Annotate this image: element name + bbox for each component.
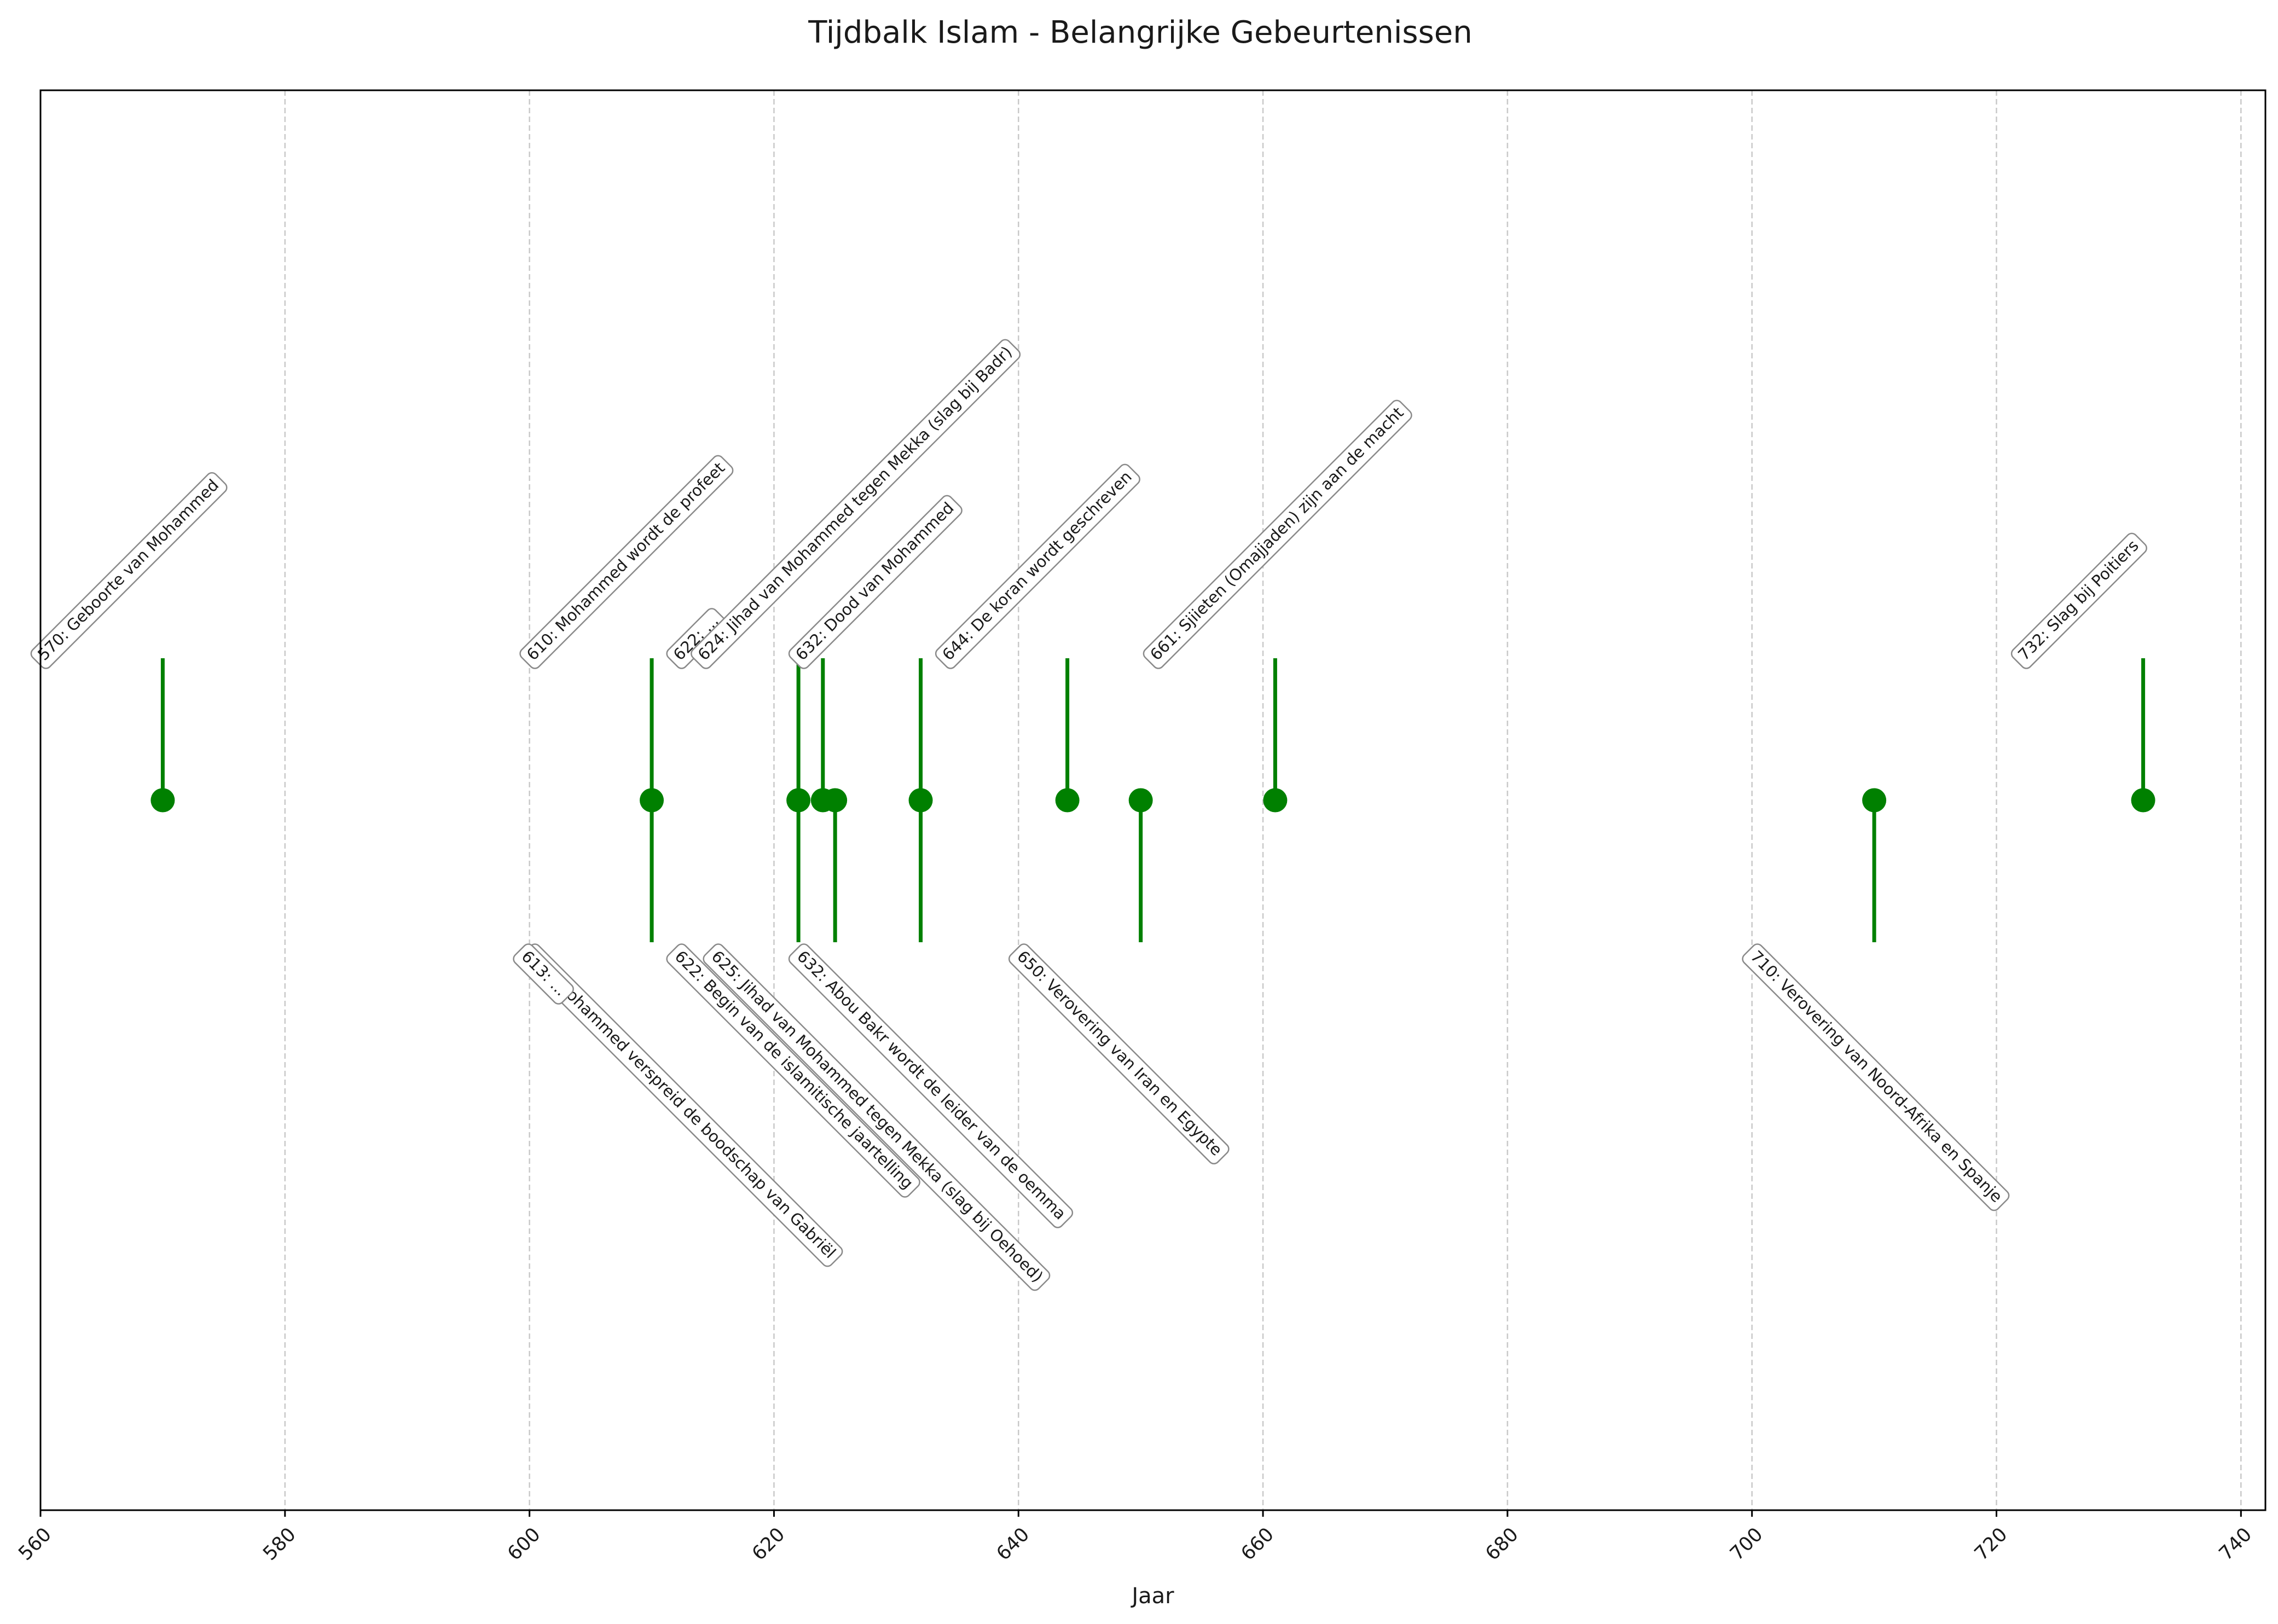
event-point (1263, 788, 1288, 813)
x-tick-label: 740 (2215, 1523, 2257, 1565)
event-label-box (1008, 943, 1230, 1164)
event-label-box (788, 495, 963, 669)
plot-frame (39, 89, 2267, 1511)
event-label-box (703, 943, 1051, 1291)
event-label: 570: Geboorte van Mohammed (30, 472, 228, 669)
event-label-text: 732: Slag bij Poitiers (2014, 536, 2142, 664)
event-label-text: 610: Mohammed verspreid de boodschap van… (524, 947, 839, 1262)
x-tick-label: 660 (1237, 1523, 1279, 1565)
event-label: 710: Verovering van Noord-Afrika en Span… (1742, 943, 2010, 1211)
event-stems (160, 658, 2146, 942)
x-tick-label: 580 (259, 1523, 300, 1565)
event-label-text: 570: Geboorte van Mohammed (34, 475, 222, 664)
event-label-box (513, 943, 574, 1005)
event-label-box (788, 943, 1074, 1228)
event-label: 644: De koran wordt geschreven (935, 463, 1140, 669)
event-point (908, 788, 933, 813)
event-label-box (666, 943, 920, 1198)
event-label: 622: Begin van de islamitische jaartelli… (666, 943, 920, 1198)
event-point (1128, 788, 1153, 813)
event-label: 732: Slag bij Poitiers (2010, 532, 2147, 669)
x-tick-label: 640 (993, 1523, 1034, 1565)
event-label-text: 622: Begin van de islamitische jaartelli… (671, 947, 917, 1193)
event-label: 632: Dood van Mohammed (788, 495, 963, 669)
event-label-text: 710: Verovering van Noord-Afrika en Span… (1747, 947, 2006, 1207)
event-label-box (935, 463, 1140, 669)
event-point (2131, 788, 2155, 813)
x-tick-label: 620 (748, 1523, 790, 1565)
event-label-text: 650: Verovering van Iran en Egypte (1013, 947, 1226, 1159)
event-label-box (2010, 532, 2147, 669)
chart-title: Tijdbalk Islam - Belangrijke Gebeurtenis… (808, 15, 1472, 50)
event-label-text: 632: Dood van Mohammed (792, 498, 958, 664)
grid-lines (284, 90, 2242, 1510)
x-tick-label: 680 (1481, 1523, 1523, 1565)
event-label-text: 625: Jihad van Mohammed tegen Mekka (sla… (708, 947, 1047, 1286)
x-tick-label: 600 (503, 1523, 545, 1565)
x-axis-ticks: 560 580 600 620 640 660 680 700 720 740 (14, 1510, 2256, 1565)
event-point (823, 788, 848, 813)
x-axis-label: Jaar (1130, 1584, 1174, 1609)
event-label-text: 661: Sjiieten (Omajjaden) zijn aan de ma… (1146, 403, 1407, 664)
event-label-box (519, 455, 734, 669)
event-point (150, 788, 175, 813)
event-label-box (1143, 399, 1412, 669)
x-tick-label: 720 (1970, 1523, 2012, 1565)
event-label-box (1742, 943, 2010, 1211)
event-point (1055, 788, 1080, 813)
event-label-text: 644: De koran wordt geschreven (938, 467, 1135, 664)
x-tick-label: 560 (14, 1523, 56, 1565)
x-tick-label: 700 (1726, 1523, 1767, 1565)
event-point (1862, 788, 1887, 813)
event-label-box (30, 472, 228, 669)
event-point (640, 788, 664, 813)
event-points (150, 788, 2155, 813)
event-point (786, 788, 811, 813)
event-label-box (691, 339, 1021, 669)
event-label: 661: Sjiieten (Omajjaden) zijn aan de ma… (1143, 399, 1412, 669)
event-labels: 570: Geboorte van Mohammed 610: Mohammed … (30, 339, 2147, 1291)
event-label: 625: Jihad van Mohammed tegen Mekka (sla… (703, 943, 1051, 1291)
event-label: 650: Verovering van Iran en Egypte (1008, 943, 1230, 1164)
